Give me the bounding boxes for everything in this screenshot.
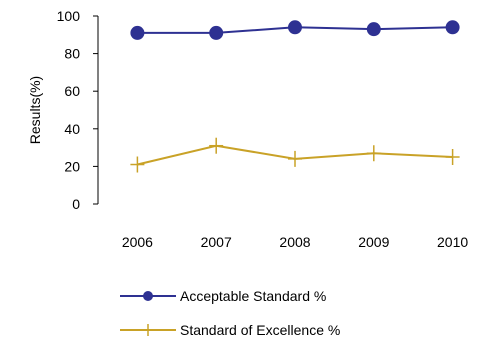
data-point [209, 25, 224, 40]
y-axis-label: Results(%) [27, 76, 43, 144]
x-tick-label: 2006 [122, 234, 153, 250]
x-tick-label: 2010 [437, 234, 468, 250]
legend-marker [143, 324, 153, 336]
data-point [130, 156, 145, 173]
y-tick-label: 80 [64, 46, 80, 62]
y-tick-label: 100 [57, 8, 81, 24]
y-tick-label: 40 [64, 121, 80, 137]
data-point [445, 20, 460, 35]
data-point [366, 145, 381, 162]
legend: Acceptable Standard % Standard of Excelle… [120, 288, 340, 338]
legend-marker [143, 291, 153, 301]
data-point [366, 22, 381, 37]
x-tick-label: 2009 [358, 234, 389, 250]
data-point [445, 149, 460, 165]
data-point [130, 25, 145, 40]
legend-item: Acceptable Standard % [120, 288, 326, 304]
series-group [130, 20, 460, 173]
y-tick-label: 0 [72, 196, 80, 212]
x-tick-label: 2008 [279, 234, 310, 250]
y-tick-labels: 0 20 40 60 80 100 [57, 8, 98, 212]
y-tick-label: 60 [64, 83, 80, 99]
legend-label: Standard of Excellence % [180, 322, 340, 338]
x-tick-labels: 2006 2007 2008 2009 2010 [122, 234, 469, 250]
data-point [288, 150, 302, 167]
legend-label: Acceptable Standard % [180, 288, 326, 304]
data-point [209, 137, 224, 154]
data-point [288, 20, 302, 35]
y-tick-label: 20 [64, 158, 80, 174]
x-tick-label: 2007 [201, 234, 232, 250]
legend-item: Standard of Excellence % [120, 322, 340, 338]
